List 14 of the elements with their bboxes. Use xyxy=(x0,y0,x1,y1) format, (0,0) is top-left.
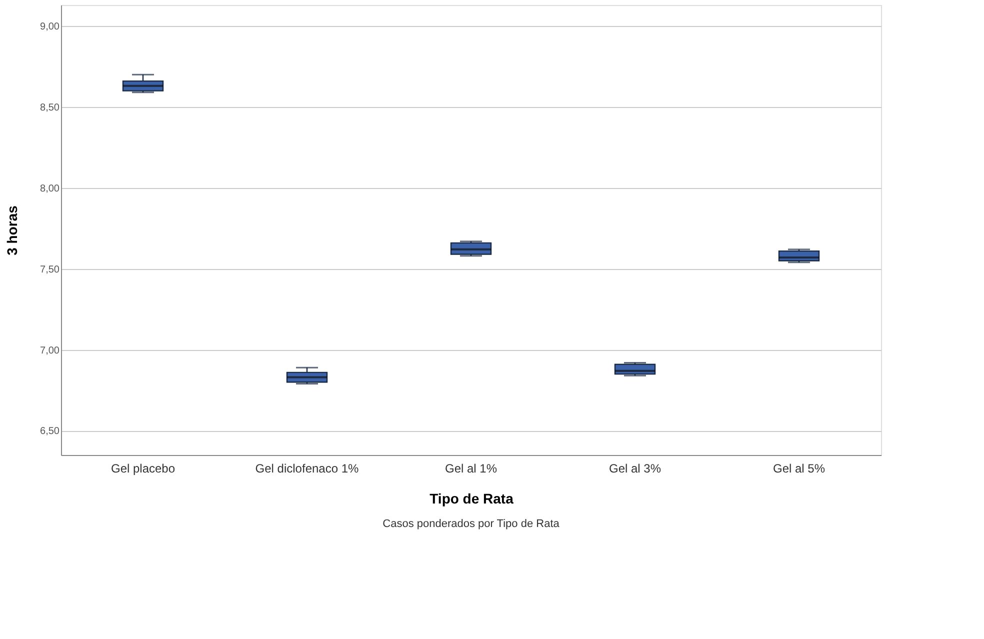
x-tick-label: Gel diclofenaco 1% xyxy=(255,462,360,476)
x-tick-label: Gel al 1% xyxy=(444,462,498,476)
y-axis-title: 3 horas xyxy=(4,205,20,256)
y-tick-label: 8,50 xyxy=(40,102,60,114)
y-tick-label: 6,50 xyxy=(40,426,60,438)
y-tick-label: 8,00 xyxy=(40,183,60,194)
text: Casos ponderados por Tipo de Rata xyxy=(382,518,560,530)
x-tick-label: Gel al 5% xyxy=(772,462,826,476)
y-tick-label: 7,00 xyxy=(40,345,60,356)
x-tick-label: Gel al 3% xyxy=(608,462,662,476)
x-tick-label: Gel placebo xyxy=(110,462,176,476)
y-tick-label: 9,00 xyxy=(40,22,60,33)
y-tick-label: 7,50 xyxy=(40,264,60,276)
x-axis-title: Tipo de Rata xyxy=(430,490,514,506)
